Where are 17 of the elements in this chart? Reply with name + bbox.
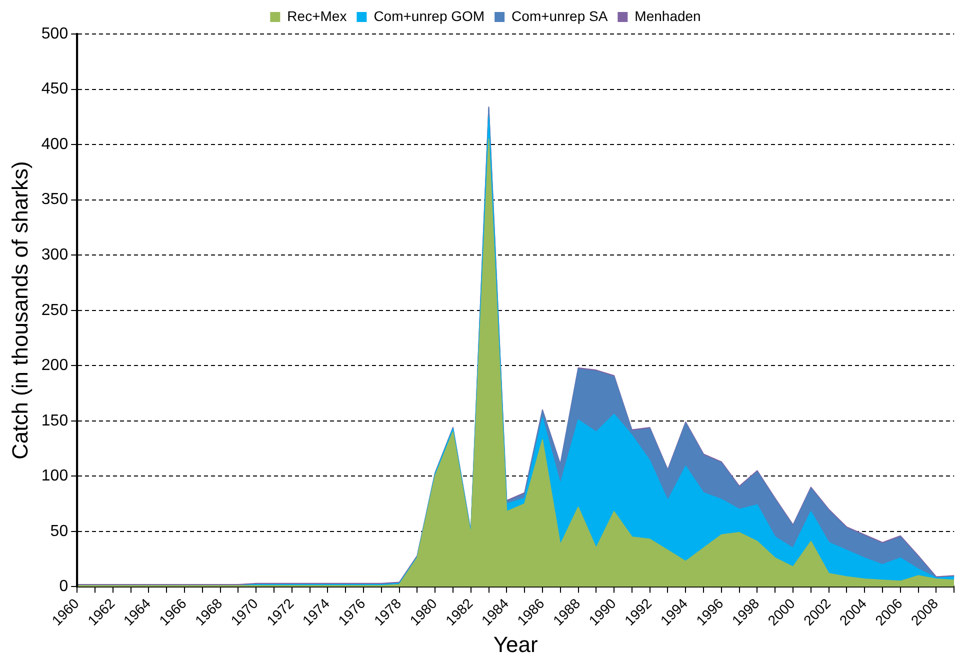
legend-label: Com+unrep GOM [374, 8, 485, 24]
legend-label: Menhaden [634, 8, 701, 24]
y-axis-title: Catch (in thousands of sharks) [7, 161, 32, 460]
y-tick-label: 500 [41, 25, 68, 42]
y-tick-label: 100 [41, 468, 68, 485]
y-tick-label: 200 [41, 357, 68, 374]
legend-label: Com+unrep SA [512, 8, 608, 24]
y-tick-label: 250 [41, 302, 68, 319]
y-tick-label: 450 [41, 80, 68, 98]
y-tick-label: 0 [59, 578, 68, 596]
y-tick-label: 400 [41, 136, 68, 153]
y-tick-label: 50 [50, 522, 68, 540]
legend-label: Rec+Mex [287, 8, 347, 24]
x-axis-title: Year [493, 632, 538, 657]
y-tick-label: 150 [41, 412, 68, 430]
y-tick-label: 350 [41, 191, 68, 208]
y-tick-label: 300 [41, 246, 68, 264]
